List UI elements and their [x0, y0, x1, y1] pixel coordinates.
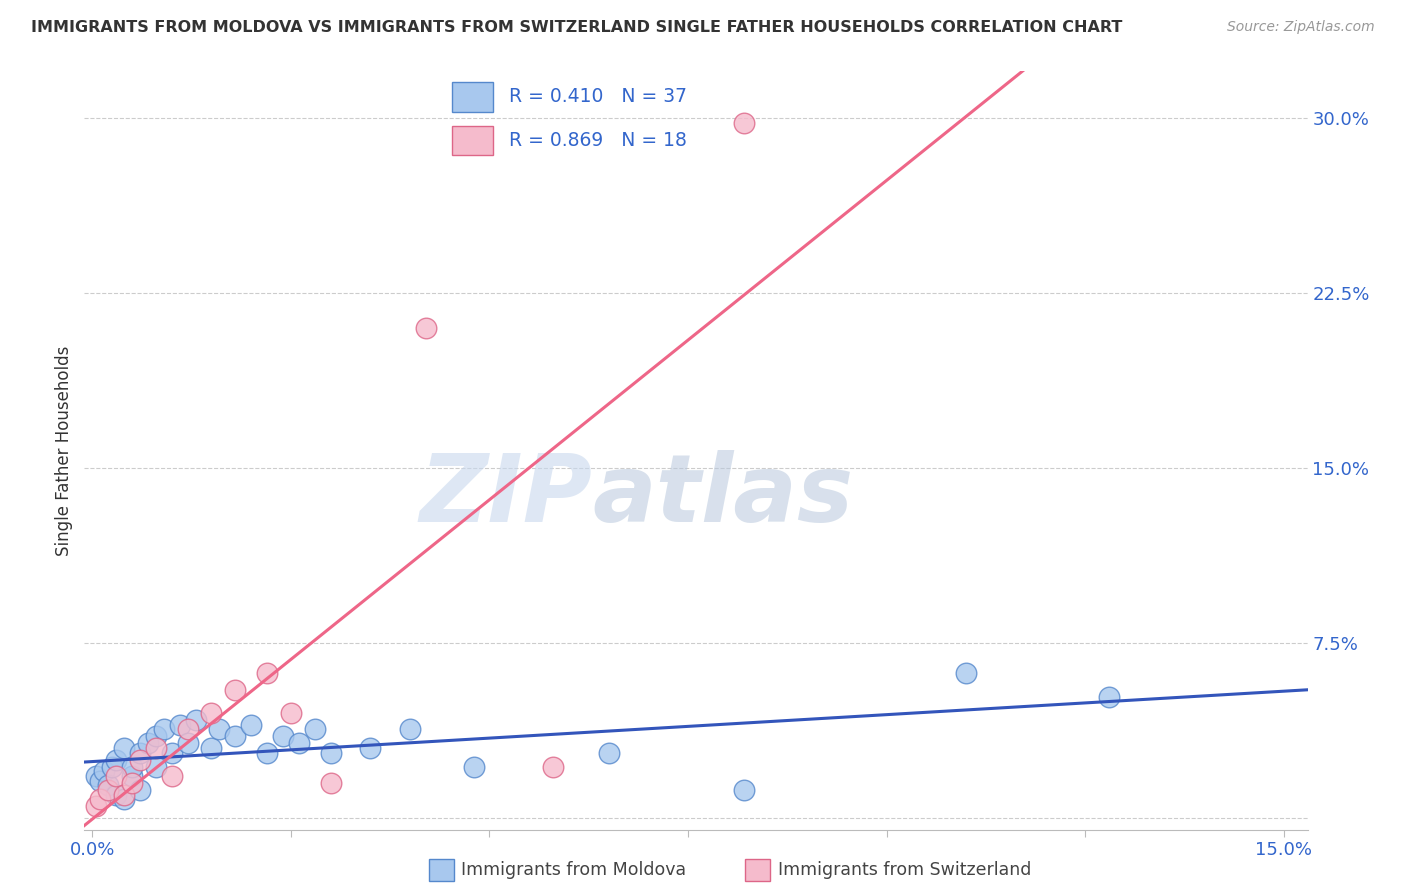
Point	[89, 773, 111, 788]
Point	[304, 723, 326, 737]
Point	[541, 759, 564, 773]
Point	[319, 746, 342, 760]
Point	[288, 736, 311, 750]
Point	[93, 764, 115, 779]
Point	[415, 321, 437, 335]
Point	[224, 682, 246, 697]
Point	[399, 723, 422, 737]
Point	[105, 788, 128, 802]
Point	[359, 740, 381, 755]
Point	[176, 736, 198, 750]
Point	[97, 783, 120, 797]
Point	[256, 666, 278, 681]
Point	[105, 769, 128, 783]
Text: Source: ZipAtlas.com: Source: ZipAtlas.com	[1227, 20, 1375, 34]
Text: Immigrants from Switzerland: Immigrants from Switzerland	[778, 861, 1031, 880]
Point	[208, 723, 231, 737]
Point	[200, 740, 222, 755]
Point	[105, 753, 128, 767]
Point	[121, 776, 143, 790]
Point	[256, 746, 278, 760]
Y-axis label: Single Father Households: Single Father Households	[55, 345, 73, 556]
Point	[129, 746, 152, 760]
Point	[112, 788, 135, 802]
Point	[598, 746, 620, 760]
Point	[129, 753, 152, 767]
Point	[136, 736, 159, 750]
Point	[224, 729, 246, 743]
Point	[463, 759, 485, 773]
Point	[112, 740, 135, 755]
Point	[97, 778, 120, 792]
Point	[112, 792, 135, 806]
Text: atlas: atlas	[592, 450, 853, 542]
Point	[160, 746, 183, 760]
Point	[1098, 690, 1121, 704]
Text: ZIP: ZIP	[419, 450, 592, 542]
Point	[319, 776, 342, 790]
Point	[145, 759, 167, 773]
Point	[101, 759, 124, 773]
Point	[160, 769, 183, 783]
Text: Immigrants from Moldova: Immigrants from Moldova	[461, 861, 686, 880]
Point	[733, 783, 755, 797]
Point	[121, 759, 143, 773]
Point	[280, 706, 302, 720]
Point	[240, 717, 263, 731]
Point	[84, 799, 107, 814]
Point	[152, 723, 174, 737]
Point	[169, 717, 191, 731]
Point	[129, 783, 152, 797]
Point	[84, 769, 107, 783]
Point	[89, 792, 111, 806]
Point	[145, 740, 167, 755]
Point	[121, 769, 143, 783]
Point	[184, 713, 207, 727]
Point	[176, 723, 198, 737]
Point	[200, 706, 222, 720]
Text: IMMIGRANTS FROM MOLDOVA VS IMMIGRANTS FROM SWITZERLAND SINGLE FATHER HOUSEHOLDS : IMMIGRANTS FROM MOLDOVA VS IMMIGRANTS FR…	[31, 20, 1122, 35]
Point	[271, 729, 294, 743]
Point	[955, 666, 977, 681]
Point	[733, 116, 755, 130]
Point	[145, 729, 167, 743]
